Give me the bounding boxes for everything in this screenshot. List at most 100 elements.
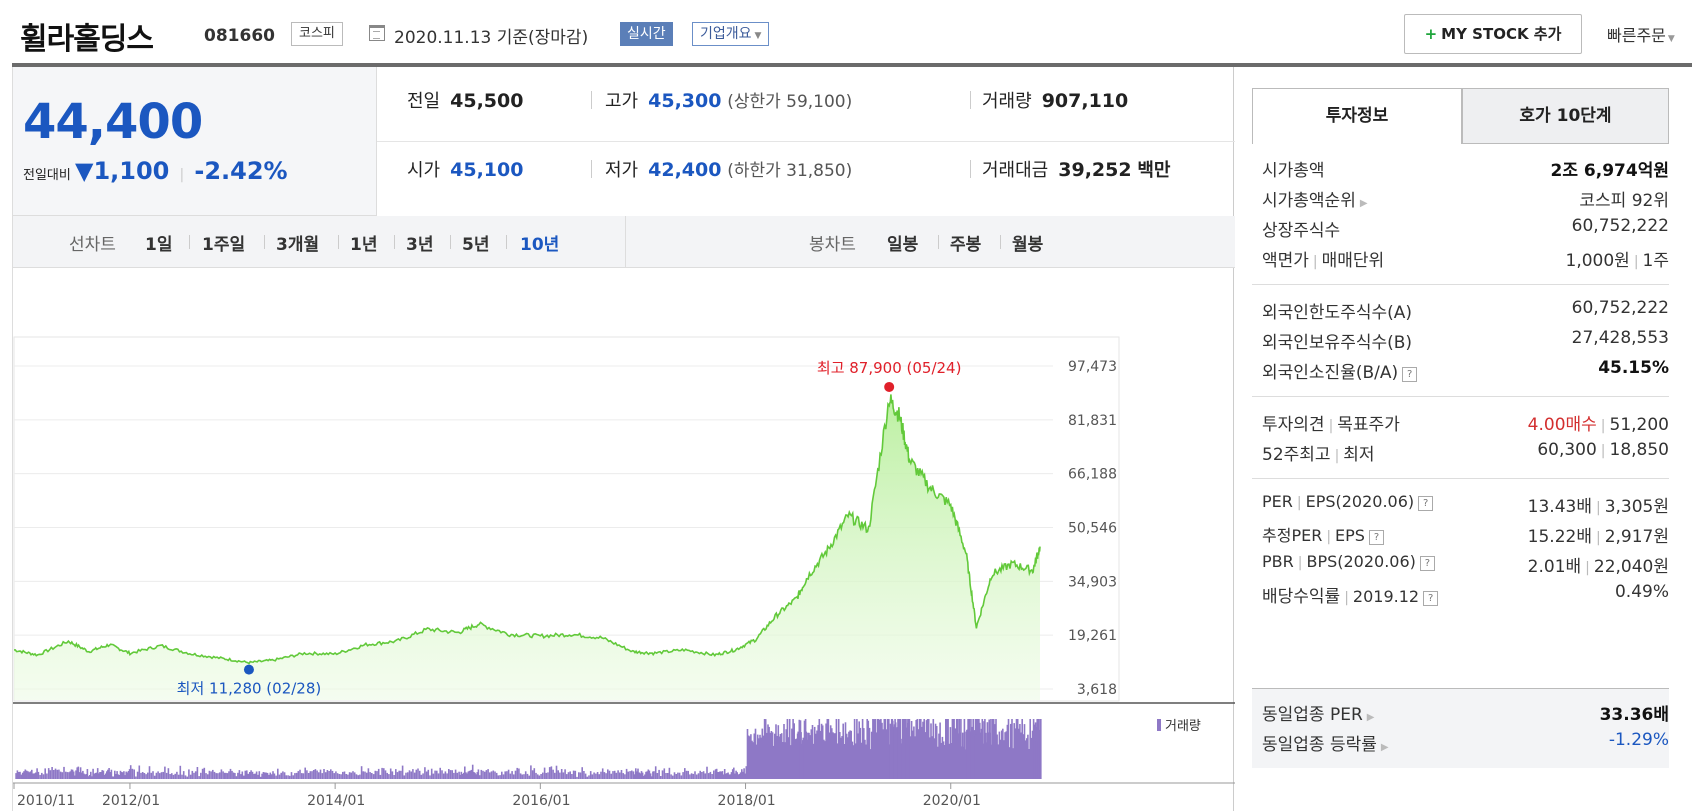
row-label: EPS [1335, 526, 1365, 545]
tab-invest-info[interactable]: 투자정보 [1252, 88, 1462, 144]
volume-bar [162, 771, 164, 779]
row-foreign-hold: 외국인보유주식수(B) 27,428,553 [1262, 324, 1669, 354]
volume-bar [694, 771, 696, 779]
volume-bar [767, 724, 769, 779]
tab-hoga[interactable]: 호가 10단계 [1462, 88, 1669, 144]
plus-icon: + [1424, 25, 1438, 43]
volume-bar [1031, 730, 1034, 779]
volume-bar [90, 771, 92, 779]
volume-bar [100, 772, 102, 779]
volume-bar [377, 768, 380, 779]
volume-bar [866, 719, 868, 779]
divider [970, 160, 971, 178]
divider [591, 160, 592, 178]
volume-bar [640, 771, 643, 779]
volume-bar [875, 732, 878, 779]
volume-bar [401, 765, 404, 779]
section-divider [1252, 688, 1669, 689]
row-market-cap-rank[interactable]: 시가총액순위 ▶ 코스피 92위 [1262, 182, 1669, 212]
volume-bar [856, 719, 858, 779]
help-icon[interactable]: ? [1418, 496, 1434, 511]
tab-5year[interactable]: 5년 [462, 235, 490, 255]
volume-bar [470, 769, 473, 779]
volume-bar [730, 772, 733, 779]
stat-label: 시가 [407, 160, 441, 181]
volume-bar [386, 772, 388, 779]
realtime-button[interactable]: 실시간 [620, 22, 673, 46]
tab-daily-candle[interactable]: 일봉 [887, 235, 919, 255]
volume-bar [755, 744, 758, 779]
volume-bar [916, 719, 919, 779]
row-industry-change[interactable]: 동일업종 등락률 ▶ -1.29% [1262, 726, 1669, 756]
tab-3month[interactable]: 3개월 [276, 235, 320, 255]
volume-bar [86, 769, 89, 779]
volume-bar [524, 771, 527, 779]
volume-bar [155, 772, 158, 779]
tab-1day[interactable]: 1일 [145, 235, 173, 255]
price-chart[interactable]: 97,473 81,831 66,188 50,546 34,903 19,261 3,61… [13, 67, 1235, 811]
volume-bar [648, 770, 651, 779]
tab-monthly-candle[interactable]: 월봉 [1012, 235, 1044, 255]
tab-10year[interactable]: 10년 [520, 235, 560, 255]
volume-bar [247, 773, 250, 779]
row-industry-per[interactable]: 동일업종 PER ▶ 33.36배 [1262, 696, 1669, 726]
volume-bar [770, 731, 773, 779]
help-icon[interactable]: ? [1423, 591, 1439, 606]
volume-bar [548, 767, 551, 779]
volume-bar [106, 771, 108, 779]
tab-weekly-candle[interactable]: 주봉 [950, 235, 982, 255]
volume-bar [29, 771, 32, 779]
volume-bar [998, 731, 1001, 779]
volume-bar [462, 772, 465, 779]
volume-bar [96, 768, 99, 779]
volume-bar [574, 770, 577, 779]
tab-1year[interactable]: 1년 [350, 235, 378, 255]
x-tick-label: 2012/01 [102, 793, 160, 809]
help-icon[interactable]: ? [1368, 530, 1384, 545]
company-overview-dropdown[interactable]: 기업개요 ▼ [692, 22, 770, 46]
opinion-value: 4.00매수 [1527, 415, 1597, 435]
volume-bar [960, 719, 962, 779]
volume-bar [912, 730, 914, 779]
row-label: PBR [1262, 552, 1294, 571]
help-icon[interactable]: ? [1419, 556, 1435, 571]
volume-bar [437, 773, 440, 779]
volume-bar [93, 773, 96, 779]
chevron-right-icon: ▶ [1380, 742, 1389, 753]
stat-open: 시가 45,100 [407, 156, 523, 182]
row-per: PER | EPS(2020.06)? 13.43배 | 3,305원 [1262, 488, 1669, 518]
volume-bar [1027, 734, 1029, 779]
volume-bar [196, 767, 199, 779]
volume-bar [56, 769, 58, 779]
compare-label: 전일대비 [23, 168, 71, 183]
volume-bar [925, 720, 928, 779]
change-percent: -2.42% [194, 157, 288, 185]
help-icon[interactable]: ? [1402, 367, 1418, 382]
volume-bar [635, 768, 637, 779]
tab-3year[interactable]: 3년 [406, 235, 434, 255]
volume-bar [837, 719, 840, 779]
volume-bar [709, 771, 712, 779]
volume-bar [122, 772, 124, 779]
volume-bar [955, 728, 957, 779]
volume-bar [70, 769, 73, 779]
volume-bar [215, 773, 217, 779]
volume-bar [213, 771, 216, 779]
volume-bar [547, 772, 549, 779]
volume-bar [595, 773, 597, 779]
volume-bar [631, 770, 633, 779]
volume-bar [234, 773, 236, 779]
volume-bar [615, 772, 618, 779]
volume-bar [273, 773, 276, 779]
volume-bar [578, 772, 580, 779]
volume-bar [752, 742, 754, 779]
quick-order-dropdown[interactable]: 빠른주문 ▼ [1607, 22, 1675, 46]
x-tick-label: 2020/01 [923, 793, 981, 809]
row-label: 매매단위 [1321, 251, 1385, 271]
volume-bar [485, 770, 488, 779]
volume-bar [986, 722, 989, 779]
volume-bar [128, 769, 131, 779]
add-mystock-button[interactable]: + MY STOCK 추가 [1404, 14, 1582, 54]
tab-1week[interactable]: 1주일 [202, 235, 246, 255]
volume-bar [42, 774, 45, 779]
